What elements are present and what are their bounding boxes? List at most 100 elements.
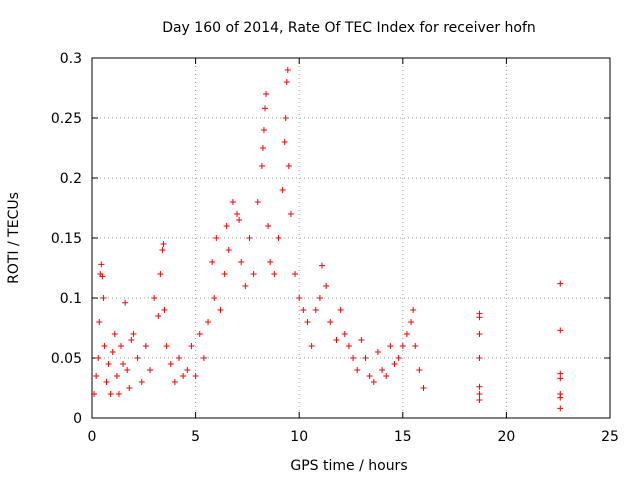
x-tick-label: 0 — [88, 429, 97, 445]
data-point — [242, 283, 249, 289]
data-point — [91, 391, 98, 397]
data-point — [399, 343, 406, 349]
y-tick-label: 0.15 — [51, 231, 82, 247]
data-point — [159, 247, 166, 253]
data-point — [316, 295, 323, 301]
data-point — [416, 367, 423, 373]
data-point — [287, 211, 294, 217]
data-point — [391, 361, 398, 367]
data-point — [138, 379, 145, 385]
data-point — [161, 307, 168, 313]
data-point — [282, 115, 289, 121]
data-point — [147, 367, 154, 373]
data-point — [234, 211, 241, 217]
data-point — [184, 367, 191, 373]
data-point — [95, 355, 102, 361]
data-point — [262, 105, 269, 112]
data-point — [557, 394, 564, 401]
data-point — [209, 259, 216, 265]
data-point — [350, 355, 357, 361]
data-point — [130, 331, 137, 337]
data-point — [300, 307, 307, 313]
data-point — [134, 355, 141, 361]
data-point — [107, 391, 114, 397]
data-point — [120, 361, 127, 367]
data-point — [250, 271, 257, 277]
data-point — [557, 375, 564, 382]
data-point — [238, 259, 245, 265]
data-point — [93, 373, 100, 379]
data-point — [308, 343, 315, 349]
data-point — [105, 361, 112, 367]
data-point — [192, 373, 199, 379]
y-axis-label: ROTI / TECUs — [6, 192, 22, 284]
data-point — [476, 355, 483, 361]
data-point — [412, 343, 419, 349]
data-point — [420, 385, 427, 391]
data-point — [271, 271, 278, 277]
data-point — [354, 367, 361, 373]
data-point — [374, 349, 381, 355]
data-point — [100, 295, 107, 301]
data-point — [285, 163, 292, 169]
y-tick-label: 0.25 — [51, 111, 82, 127]
data-point — [163, 343, 170, 349]
x-axis-label: GPS time / hours — [290, 458, 407, 474]
data-point — [151, 295, 158, 301]
data-point — [358, 337, 365, 343]
data-point — [111, 331, 118, 337]
data-point — [221, 271, 228, 277]
data-point — [258, 163, 265, 169]
y-tick-label: 0 — [73, 411, 82, 427]
data-point — [362, 355, 369, 361]
data-point — [557, 327, 564, 334]
data-point — [476, 383, 483, 390]
data-point — [180, 373, 187, 379]
data-point — [318, 262, 325, 269]
data-point — [225, 247, 232, 253]
data-point — [171, 379, 178, 385]
data-point — [387, 343, 394, 349]
data-point — [196, 331, 203, 337]
data-point — [128, 337, 135, 343]
data-point — [557, 405, 564, 412]
y-tick-label: 0.1 — [60, 291, 82, 307]
data-point — [383, 373, 390, 379]
data-point — [403, 331, 410, 337]
data-point — [557, 280, 564, 287]
data-point — [265, 223, 272, 229]
data-point — [124, 367, 131, 373]
x-tick-label: 10 — [290, 429, 308, 445]
data-point — [213, 235, 220, 241]
data-point — [217, 307, 224, 313]
y-tick-label: 0.3 — [60, 51, 82, 67]
data-point — [115, 391, 122, 397]
data-point — [408, 319, 415, 325]
x-tick-label: 25 — [601, 429, 619, 445]
data-point — [200, 355, 207, 361]
data-point — [296, 295, 303, 301]
data-point — [160, 241, 167, 247]
data-point — [267, 259, 274, 265]
y-axis-ticks: 0 0.05 0.1 0.15 0.2 0.25 0.3 — [51, 51, 610, 427]
data-point — [284, 67, 291, 73]
data-point — [99, 273, 106, 280]
data-point — [142, 343, 149, 349]
data-point — [260, 127, 267, 133]
data-point — [312, 307, 319, 313]
data-point — [246, 235, 253, 241]
data-point — [98, 261, 105, 268]
data-point — [176, 355, 183, 361]
data-point — [122, 299, 129, 306]
data-point — [327, 319, 334, 325]
data-point — [205, 319, 212, 325]
x-tick-label: 15 — [394, 429, 412, 445]
data-point — [476, 391, 483, 397]
data-point — [101, 343, 108, 349]
data-point — [341, 331, 348, 337]
data-point — [275, 235, 282, 241]
data-point — [236, 217, 243, 223]
data-point — [304, 319, 311, 325]
data-point — [103, 379, 110, 385]
